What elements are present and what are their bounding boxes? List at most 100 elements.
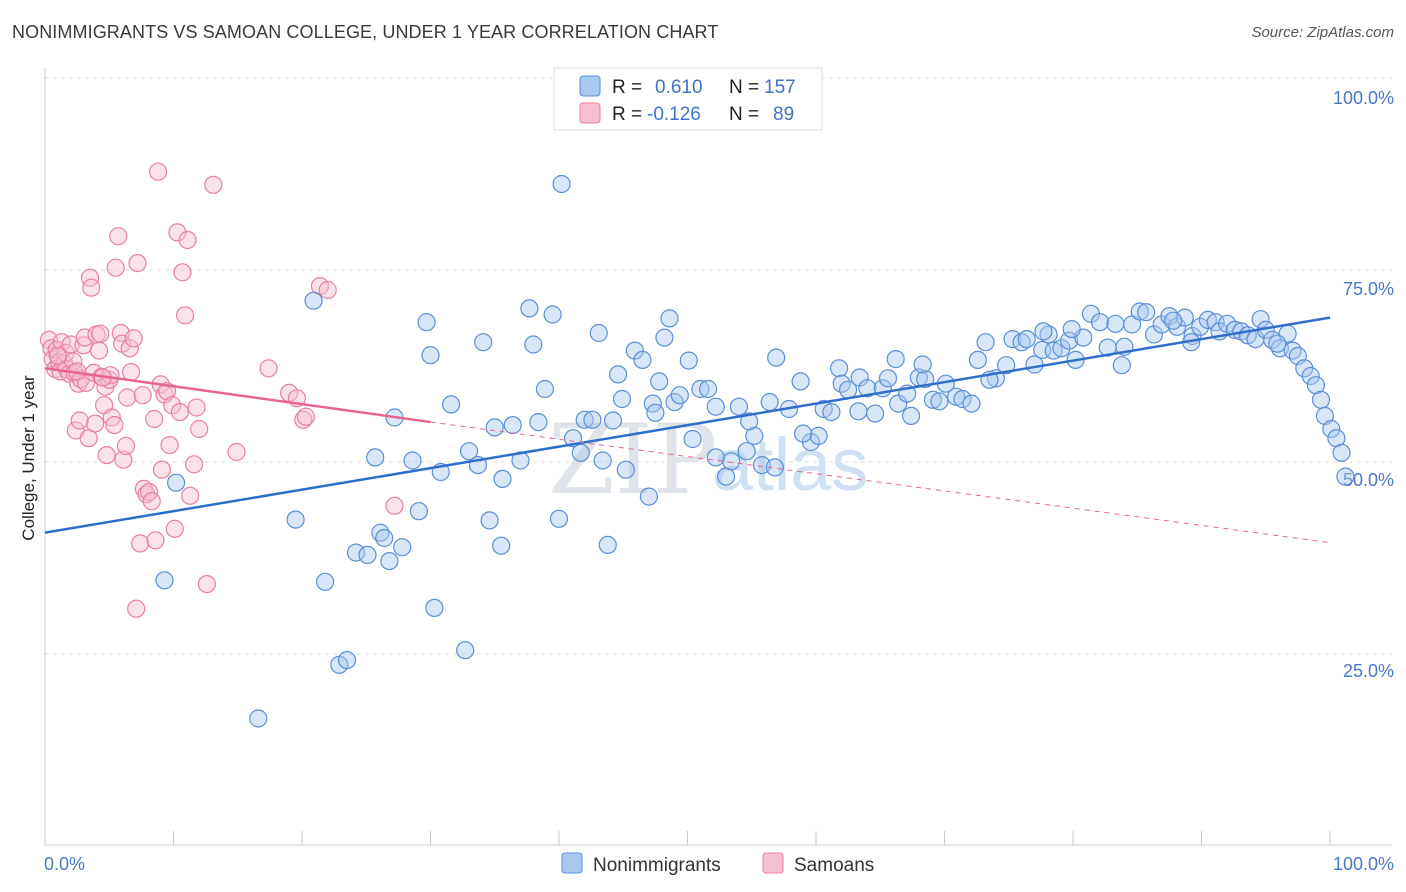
nonimmigrants-point bbox=[962, 394, 981, 413]
legend-bottom-swatch-nonimmigrants bbox=[561, 852, 583, 874]
nonimmigrants-point bbox=[493, 469, 512, 488]
nonimmigrants-point bbox=[593, 451, 612, 470]
nonimmigrants-point bbox=[1012, 333, 1031, 352]
nonimmigrants-point bbox=[575, 410, 594, 429]
nonimmigrants-point bbox=[366, 448, 385, 467]
nonimmigrants-point bbox=[809, 426, 828, 445]
nonimmigrants-point bbox=[886, 350, 905, 369]
samoans-point bbox=[149, 162, 168, 181]
nonimmigrants-point bbox=[625, 341, 644, 360]
nonimmigrants-point bbox=[1164, 311, 1183, 330]
nonimmigrants-point bbox=[442, 395, 461, 414]
samoans-point bbox=[97, 446, 116, 465]
legend-r-value-1: 0.610 bbox=[655, 77, 703, 98]
samoans-trend-line bbox=[44, 367, 431, 424]
samoans-point bbox=[385, 496, 404, 515]
legend-r-label-1: R = bbox=[612, 77, 642, 98]
nonimmigrants-point bbox=[1017, 330, 1036, 349]
nonimmigrants-point bbox=[1301, 366, 1320, 386]
samoans-point bbox=[294, 410, 313, 429]
samoans-point bbox=[127, 599, 146, 618]
nonimmigrants-point bbox=[1206, 313, 1225, 332]
legend-n-value-1: 157 bbox=[764, 77, 796, 98]
nonimmigrants-point bbox=[670, 386, 689, 405]
samoans-point bbox=[176, 306, 195, 325]
nonimmigrants-point bbox=[729, 397, 749, 416]
watermark-atlas: atlas bbox=[712, 423, 868, 506]
nonimmigrants-point bbox=[380, 551, 399, 571]
legend-r-value-2: -0.126 bbox=[647, 104, 701, 125]
samoans-trend-line-extension bbox=[430, 421, 1331, 544]
nonimmigrants-point bbox=[976, 333, 995, 352]
legend-bottom-label-samoans: Samoans bbox=[794, 855, 874, 876]
samoans-point bbox=[124, 329, 143, 348]
nonimmigrants-point bbox=[612, 389, 632, 409]
nonimmigrants-point bbox=[1130, 302, 1149, 321]
nonimmigrants-point bbox=[997, 356, 1016, 375]
samoans-point bbox=[178, 230, 197, 250]
nonimmigrants-point bbox=[249, 709, 268, 728]
nonimmigrants-point bbox=[608, 365, 628, 384]
nonimmigrants-point bbox=[583, 410, 602, 429]
samoans-point bbox=[163, 396, 182, 415]
nonimmigrants-point bbox=[167, 473, 186, 492]
nonimmigrants-point bbox=[679, 351, 698, 370]
samoans-point bbox=[259, 359, 278, 378]
nonimmigrants-point bbox=[524, 335, 543, 354]
nonimmigrants-point bbox=[740, 412, 759, 431]
nonimmigrants-point bbox=[655, 328, 674, 347]
samoans-point bbox=[133, 386, 152, 405]
samoans-point bbox=[120, 339, 139, 358]
legend-n-value-2: 89 bbox=[773, 104, 794, 125]
samoans-point bbox=[106, 258, 125, 277]
nonimmigrants-point bbox=[603, 411, 623, 430]
nonimmigrants-point bbox=[650, 372, 669, 391]
chart-source: Source: ZipAtlas.com bbox=[1251, 24, 1394, 41]
nonimmigrants-point bbox=[1137, 303, 1156, 322]
samoans-point bbox=[187, 398, 206, 417]
y-tick-label-75: 75.0% bbox=[1343, 279, 1394, 299]
nonimmigrants-point bbox=[358, 545, 377, 565]
samoans-point bbox=[318, 280, 337, 300]
nonimmigrants-point bbox=[346, 543, 366, 562]
samoans-point bbox=[116, 436, 136, 455]
samoans-point bbox=[91, 324, 110, 343]
nonimmigrants-point bbox=[337, 650, 357, 670]
nonimmigrants-point bbox=[529, 413, 548, 432]
nonimmigrants-point bbox=[930, 392, 949, 411]
nonimmigrants-point bbox=[492, 536, 511, 555]
nonimmigrants-point bbox=[1268, 334, 1287, 353]
nonimmigrants-point bbox=[923, 390, 943, 409]
nonimmigrants-point bbox=[901, 406, 921, 425]
samoans-point bbox=[152, 460, 171, 479]
samoans-point bbox=[105, 416, 124, 435]
nonimmigrants-point bbox=[1034, 322, 1053, 341]
samoans-point bbox=[160, 436, 179, 455]
samoans-point bbox=[170, 403, 189, 422]
nonimmigrants-point bbox=[913, 355, 932, 374]
nonimmigrants-point bbox=[706, 448, 725, 467]
samoans-points bbox=[39, 162, 404, 618]
nonimmigrants-point bbox=[953, 389, 972, 409]
samoans-point bbox=[227, 442, 246, 462]
nonimmigrants-point bbox=[633, 350, 652, 369]
nonimmigrants-point bbox=[1311, 390, 1331, 409]
samoans-point bbox=[168, 223, 187, 242]
nonimmigrants-point bbox=[571, 443, 590, 462]
samoans-point bbox=[190, 419, 209, 439]
nonimmigrants-points bbox=[155, 174, 1355, 728]
legend-bottom: Nonimmigrants Samoans bbox=[561, 852, 874, 876]
legend-bottom-label-nonimmigrants: Nonimmigrants bbox=[593, 855, 721, 876]
nonimmigrants-point bbox=[520, 299, 539, 318]
nonimmigrants-point bbox=[793, 424, 813, 443]
samoans-point bbox=[131, 534, 150, 553]
nonimmigrants-point bbox=[503, 416, 522, 435]
nonimmigrants-point bbox=[858, 379, 877, 398]
chart-title: NONIMMIGRANTS VS SAMOAN COLLEGE, UNDER 1… bbox=[12, 22, 719, 42]
nonimmigrants-point bbox=[1090, 313, 1110, 332]
samoans-point bbox=[114, 450, 133, 469]
nonimmigrants-point bbox=[155, 571, 174, 590]
nonimmigrants-point bbox=[849, 402, 868, 421]
watermark-zip: ZIP bbox=[548, 404, 717, 516]
